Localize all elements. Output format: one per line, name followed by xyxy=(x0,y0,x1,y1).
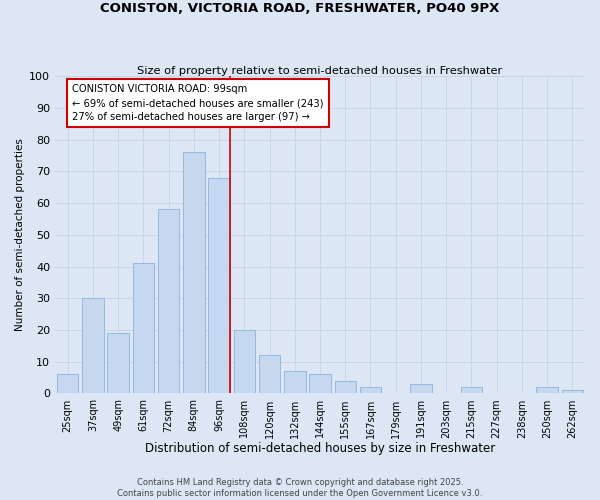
Bar xyxy=(57,374,79,394)
Bar xyxy=(183,152,205,394)
Bar xyxy=(360,387,381,394)
Bar xyxy=(335,381,356,394)
Bar xyxy=(461,387,482,394)
Bar xyxy=(107,333,129,394)
Bar xyxy=(233,330,255,394)
Bar xyxy=(309,374,331,394)
Title: Size of property relative to semi-detached houses in Freshwater: Size of property relative to semi-detach… xyxy=(137,66,503,76)
Bar xyxy=(82,298,104,394)
Bar xyxy=(536,387,558,394)
Text: CONISTON, VICTORIA ROAD, FRESHWATER, PO40 9PX: CONISTON, VICTORIA ROAD, FRESHWATER, PO4… xyxy=(100,2,500,16)
Bar xyxy=(562,390,583,394)
Y-axis label: Number of semi-detached properties: Number of semi-detached properties xyxy=(15,138,25,332)
X-axis label: Distribution of semi-detached houses by size in Freshwater: Distribution of semi-detached houses by … xyxy=(145,442,495,455)
Bar xyxy=(158,210,179,394)
Bar xyxy=(208,178,230,394)
Text: Contains HM Land Registry data © Crown copyright and database right 2025.
Contai: Contains HM Land Registry data © Crown c… xyxy=(118,478,482,498)
Bar xyxy=(284,372,305,394)
Bar xyxy=(133,264,154,394)
Bar xyxy=(410,384,431,394)
Text: CONISTON VICTORIA ROAD: 99sqm
← 69% of semi-detached houses are smaller (243)
27: CONISTON VICTORIA ROAD: 99sqm ← 69% of s… xyxy=(72,84,323,122)
Bar xyxy=(259,356,280,394)
